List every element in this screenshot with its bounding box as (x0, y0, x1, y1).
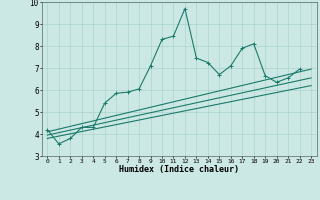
X-axis label: Humidex (Indice chaleur): Humidex (Indice chaleur) (119, 165, 239, 174)
